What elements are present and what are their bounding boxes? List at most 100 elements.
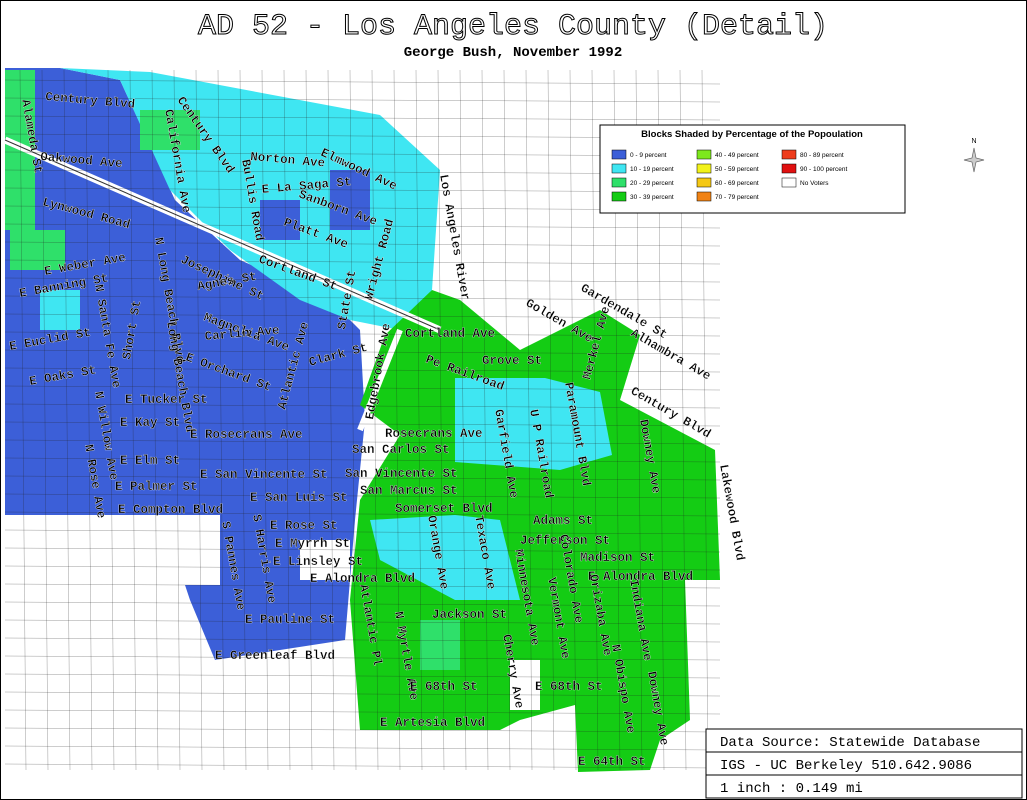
street-line: [305, 69, 313, 771]
legend-swatch: [696, 177, 712, 188]
legend-label: No Voters: [800, 180, 829, 187]
legend-label: 70 - 79 percent: [715, 194, 759, 201]
street-line: [4, 691, 721, 697]
source-text: 1 inch : 0.149 mi: [720, 781, 863, 797]
legend-label: 20 - 29 percent: [630, 180, 674, 187]
legend-label: 60 - 69 percent: [715, 180, 759, 187]
street-label: E Rosecrans Ave: [190, 428, 303, 442]
street-line: [4, 601, 721, 607]
street-line: [4, 313, 721, 319]
street-line: [4, 457, 721, 463]
street-label: Madison St: [580, 551, 655, 565]
street-label: Somerset Blvd: [395, 502, 493, 516]
street-label: Grove St: [482, 354, 542, 368]
street-line: [4, 367, 721, 373]
street-label: E 64th St: [578, 755, 646, 769]
street-label: E Elm St: [120, 454, 180, 468]
street-label: E Greenleaf Blvd: [215, 649, 335, 663]
street-label: Jackson St: [432, 608, 507, 622]
legend-label: 40 - 49 percent: [715, 152, 759, 159]
legend-swatch: [781, 163, 797, 174]
street-label: E Alondra Blvd: [588, 570, 693, 584]
legend-swatch: [611, 177, 627, 188]
street-label: E Alondra Blvd: [310, 572, 415, 586]
street-label: E Pauline St: [245, 613, 335, 627]
street-line: [415, 69, 423, 771]
street-line: [4, 547, 721, 553]
source-text: Data Source: Statewide Database: [720, 735, 980, 751]
street-line: [151, 69, 159, 771]
street-line: [4, 295, 721, 301]
source-box: Data Source: Statewide Database IGS - UC…: [705, 728, 1023, 799]
street-line: [459, 69, 467, 771]
street-label: E San Vincente St: [200, 468, 328, 482]
legend-swatch: [696, 149, 712, 160]
street-line: [4, 529, 721, 535]
street-line: [349, 69, 357, 771]
street-line: [107, 69, 115, 771]
region-green-west: [10, 230, 65, 270]
street-line: [525, 69, 533, 771]
street-line: [195, 69, 203, 771]
street-label: Rosecrans Ave: [385, 427, 483, 441]
legend-label: 30 - 39 percent: [630, 194, 674, 201]
street-line: [4, 673, 721, 679]
street-label: E Artesia Blvd: [380, 716, 485, 730]
street-label: San Vincente St: [345, 467, 458, 481]
river: [357, 328, 403, 432]
region-blue-north: [260, 200, 300, 240]
street-label: E 68th St: [535, 680, 603, 694]
street-line: [4, 97, 721, 103]
legend-swatch: [696, 163, 712, 174]
street-line: [4, 241, 721, 247]
street-line: [4, 655, 721, 661]
street-line: [4, 421, 721, 427]
street-line: [4, 709, 721, 715]
street-line: [591, 69, 599, 771]
north-star: [963, 147, 985, 173]
railroad: [4, 139, 441, 331]
street-line: [4, 637, 721, 643]
street-line: [63, 69, 71, 771]
street-line: [4, 439, 721, 445]
legend-swatch: [611, 163, 627, 174]
street-line: [547, 69, 555, 771]
street-line: [4, 475, 721, 481]
region-blue-north: [330, 170, 370, 230]
region-green-south: [420, 620, 460, 670]
street-line: [4, 223, 721, 229]
street-label: San Carlos St: [352, 443, 450, 457]
legend-label: 0 - 9 percent: [630, 152, 667, 159]
street-line: [393, 69, 401, 771]
street-line: [4, 79, 721, 85]
street-line: [239, 69, 247, 771]
street-line: [4, 349, 721, 355]
street-label: E Tucker St: [125, 393, 208, 407]
street-label: Jefferson St: [520, 534, 610, 548]
street-line: [4, 619, 721, 625]
street-line: [129, 69, 137, 771]
map-title: AD 52 - Los Angeles County (Detail): [198, 10, 828, 44]
legend-label: 80 - 89 percent: [800, 152, 844, 159]
street-line: [4, 727, 721, 733]
street-label: E Linsley St: [273, 555, 363, 569]
street-line: [4, 259, 721, 265]
street-line: [4, 385, 721, 391]
region-cyan-east: [455, 378, 612, 470]
street-line: [4, 565, 721, 571]
source-frame: [705, 728, 1023, 799]
street-line: [4, 493, 721, 499]
region-no-voters: [300, 540, 350, 580]
legend-label: 10 - 19 percent: [630, 166, 674, 173]
street-line: [437, 69, 445, 771]
street-label: E Palmer St: [115, 480, 198, 494]
street-line: [4, 331, 721, 337]
map-regions: [3, 68, 720, 772]
street-line: [41, 69, 49, 771]
region-blue: [5, 68, 365, 660]
street-line: [4, 511, 721, 517]
north-label: N: [971, 138, 976, 145]
region-cyan-west: [40, 290, 80, 330]
street-label: Carlin Ave: [204, 324, 280, 344]
